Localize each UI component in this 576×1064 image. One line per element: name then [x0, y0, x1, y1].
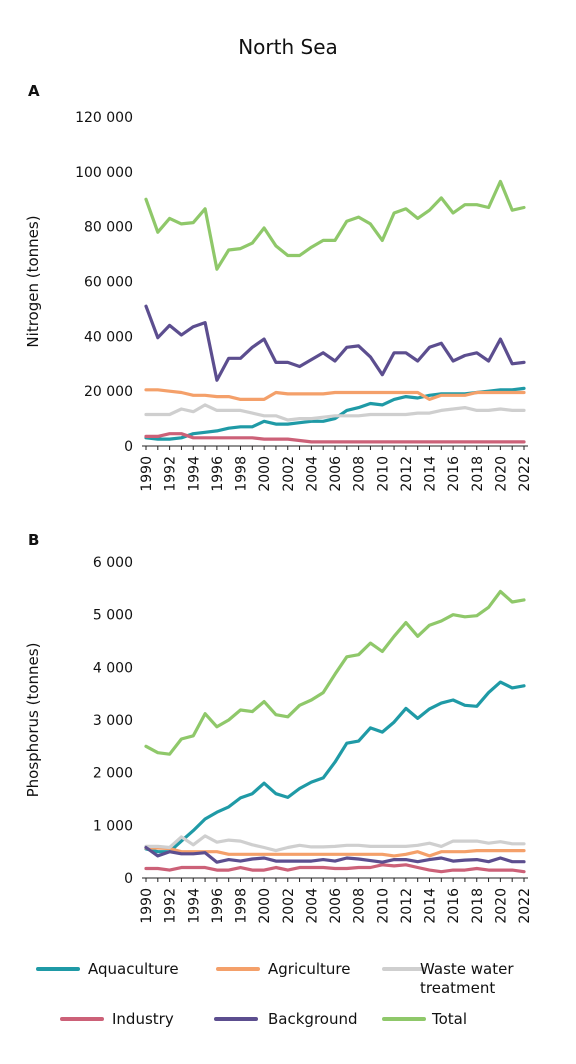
x-tick-label: 2004	[304, 888, 320, 924]
x-tick-label: 2006	[328, 888, 344, 924]
series-line-industry	[144, 863, 526, 874]
x-tick-label: 2006	[328, 456, 344, 492]
x-tick-label: 2010	[375, 888, 391, 924]
y-axis-label: Phosphorus (tonnes)	[24, 643, 42, 798]
series-line-industry	[144, 432, 526, 444]
series-line-total	[144, 179, 526, 271]
y-axis-label: Nitrogen (tonnes)	[24, 215, 42, 347]
x-tick-label: 2014	[423, 888, 439, 924]
series-line-wastewater	[144, 403, 526, 422]
x-tick-label: 1994	[186, 456, 202, 492]
legend-label-wastewater: treatment	[420, 979, 495, 997]
legend: Aquaculture Agriculture Waste watertreatme…	[36, 960, 514, 1028]
legend-label-aquaculture: Aquaculture	[88, 960, 179, 978]
y-tick-label: 0	[124, 439, 133, 455]
x-tick-label: 1998	[234, 456, 250, 492]
series-line-aquaculture	[144, 680, 526, 854]
y-tick-label: 120 000	[75, 110, 133, 126]
y-tick-label: 5 000	[93, 608, 133, 624]
y-tick-label: 60 000	[84, 275, 133, 291]
panel-a-label: A	[28, 82, 40, 100]
x-tick-label: 2008	[352, 888, 368, 924]
x-tick-label: 1992	[163, 888, 179, 924]
x-tick-label: 2008	[352, 456, 368, 492]
nitrogen-chart: 0 20 000 40 000 60 000 80 000 100 000 120 000 N…	[24, 110, 533, 492]
legend-label-background: Background	[268, 1010, 358, 1028]
x-tick-label: 1990	[139, 888, 155, 924]
y-tick-label: 6 000	[93, 555, 133, 571]
legend-label-agriculture: Agriculture	[268, 960, 351, 978]
y-tick-label: 4 000	[93, 660, 133, 676]
x-tick-label: 2004	[304, 456, 320, 492]
x-tick-label: 2002	[281, 456, 297, 492]
x-tick-label: 2016	[446, 456, 462, 492]
x-tick-label: 2002	[281, 888, 297, 924]
x-tick-label: 2000	[257, 888, 273, 924]
y-tick-label: 20 000	[84, 384, 133, 400]
y-tick-label: 100 000	[75, 165, 133, 181]
y-tick-label: 3 000	[93, 713, 133, 729]
x-tick-label: 2010	[375, 456, 391, 492]
x-tick-label: 2016	[446, 888, 462, 924]
y-tick-label: 40 000	[84, 329, 133, 345]
x-tick-label: 2018	[470, 456, 486, 492]
figure-title: North Sea	[238, 35, 338, 59]
x-tick-label: 1992	[163, 456, 179, 492]
x-tick-label: 2012	[399, 888, 415, 924]
x-tick-label: 2022	[517, 888, 533, 924]
series-line-wastewater	[144, 834, 526, 853]
panel-b-label: B	[28, 531, 39, 549]
legend-label-total: Total	[431, 1010, 467, 1028]
series-line-background	[144, 845, 526, 864]
x-tick-label: 2022	[517, 456, 533, 492]
phosphorus-chart: 0 1 000 2 000 3 000 4 000 5 000 6 000 Phosphoru…	[24, 555, 533, 924]
series-line-agriculture	[144, 388, 526, 401]
x-tick-label: 2020	[493, 888, 509, 924]
x-tick-label: 2018	[470, 888, 486, 924]
y-tick-label: 0	[124, 871, 133, 887]
series-line-background	[144, 304, 526, 382]
x-tick-label: 2000	[257, 456, 273, 492]
y-tick-label: 80 000	[84, 220, 133, 236]
x-tick-label: 1998	[234, 888, 250, 924]
x-tick-label: 1990	[139, 456, 155, 492]
series-line-agriculture	[144, 846, 526, 858]
y-tick-label: 2 000	[93, 766, 133, 782]
legend-label-industry: Industry	[112, 1010, 174, 1028]
legend-label-wastewater: Waste water	[420, 960, 514, 978]
x-tick-label: 1996	[210, 456, 226, 492]
x-tick-label: 1996	[210, 888, 226, 924]
x-tick-label: 2012	[399, 456, 415, 492]
x-tick-label: 2014	[423, 456, 439, 492]
x-tick-label: 1994	[186, 888, 202, 924]
series-line-total	[144, 589, 526, 756]
x-tick-label: 2020	[493, 456, 509, 492]
y-tick-label: 1 000	[93, 818, 133, 834]
